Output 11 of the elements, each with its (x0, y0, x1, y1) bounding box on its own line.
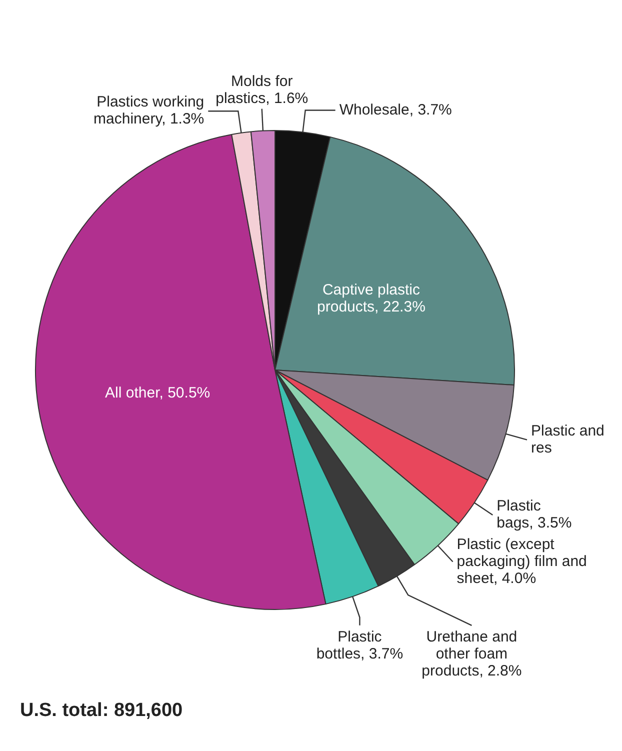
slice-label: Plastics working machinery, 1.3% (94, 94, 204, 128)
text: U.S. total: 891,600 (20, 700, 183, 722)
slice-label: Plastic bottles, 3.7% (316, 628, 404, 663)
slice-label: Plastic bags, 3.5% (496, 498, 572, 532)
slice-label: Plastic (except packaging) film and sheet, 4.0% (456, 536, 587, 587)
slice-label: Urethane and other foam products, 2.8% (422, 628, 522, 680)
slice-label: All other, 50.5% (105, 384, 210, 402)
slice-label: Plastic and res (531, 422, 604, 456)
slice-label: Molds for plastics, 1.6% (216, 72, 308, 107)
slice-label: Captive plastic products, 22.3% (317, 281, 426, 316)
slice-label: Wholesale, 3.7% (339, 101, 452, 118)
